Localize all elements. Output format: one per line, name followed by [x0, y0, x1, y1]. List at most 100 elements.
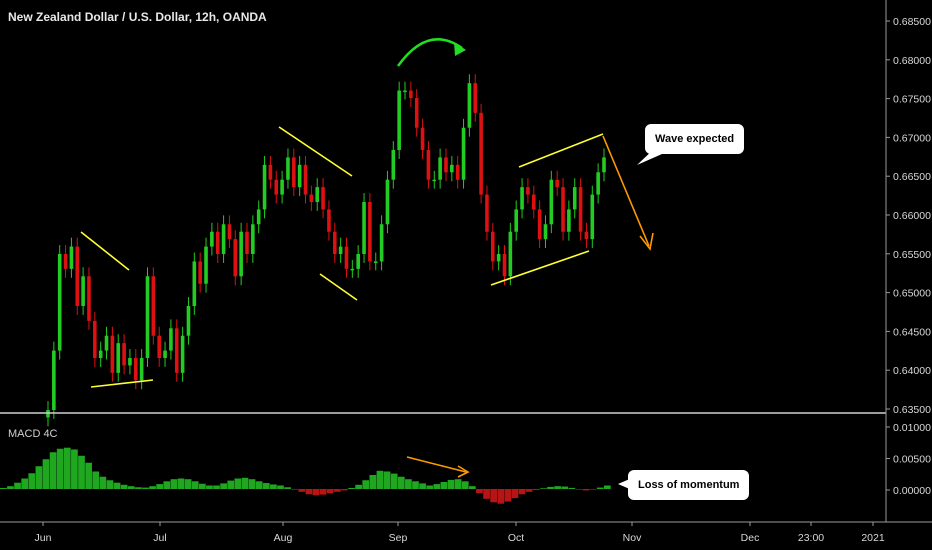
candle-body [450, 164, 454, 173]
candle-body [87, 276, 91, 321]
histogram-bar [291, 489, 299, 490]
candle-body [81, 276, 85, 306]
candle-body [385, 179, 390, 225]
histogram-bar [454, 479, 462, 489]
candle-body [473, 83, 478, 113]
pattern-line [278, 126, 353, 177]
candle-body [373, 261, 378, 263]
pattern-line [80, 231, 130, 271]
curved-arrow-head [454, 42, 466, 56]
candle-body [514, 209, 519, 232]
histogram-bar [426, 485, 434, 489]
histogram-bar [21, 478, 29, 489]
price-tick-label: 0.64000 [893, 365, 931, 377]
histogram-bar [142, 487, 149, 489]
candle-body [555, 179, 559, 188]
price-tick-label: 0.65000 [893, 288, 931, 300]
candle-body [567, 209, 571, 232]
candle-body [403, 90, 407, 93]
time-tick-label: Sep [389, 532, 408, 544]
candle-body [174, 328, 179, 373]
candle-body [303, 164, 308, 195]
histogram-bar [397, 476, 405, 489]
divergence-arrow [406, 456, 467, 473]
histogram-bar [99, 476, 107, 489]
candle-body [432, 179, 437, 182]
histogram-bar [461, 481, 469, 489]
candle-body [444, 157, 448, 173]
histogram-bar [561, 486, 569, 489]
candle-body [145, 276, 150, 358]
candle-body [561, 187, 565, 232]
candle-body [391, 150, 396, 180]
candle-body [221, 224, 226, 254]
histogram-bar [241, 477, 249, 489]
candle-body [245, 231, 249, 254]
price-tick-label: 0.67500 [893, 94, 931, 106]
histogram-bar [113, 482, 121, 489]
histogram-bar [7, 486, 14, 489]
histogram-bar [177, 478, 185, 489]
histogram-bar [532, 489, 540, 491]
histogram-bar [163, 481, 171, 489]
histogram-bar [341, 489, 348, 491]
candle-body [198, 261, 202, 284]
pattern-line [518, 133, 604, 168]
histogram-bar [248, 479, 256, 489]
candle-body [543, 224, 548, 240]
histogram-bar [135, 487, 142, 489]
candle-body [116, 343, 121, 373]
candle-body [215, 231, 220, 254]
candle-body [139, 358, 144, 381]
time-tick-label: 2021 [861, 532, 885, 544]
histogram-bar [220, 483, 227, 489]
candle-body [426, 150, 431, 180]
candle-body [502, 254, 507, 277]
candle-body [602, 157, 606, 173]
histogram-bar [589, 489, 597, 490]
histogram-bar [63, 447, 71, 489]
histogram-bar [447, 479, 455, 489]
candle-body [75, 246, 80, 306]
histogram-bar [28, 473, 36, 489]
price-tick-label: 0.63500 [893, 404, 931, 416]
histogram-bar [213, 485, 220, 489]
histogram-bar [277, 485, 284, 489]
candle-body [280, 179, 284, 195]
histogram-bar [149, 486, 156, 489]
candle-body [537, 209, 542, 240]
indicator-label: MACD 4C [8, 428, 58, 440]
candle-body [63, 254, 68, 269]
candle-body [485, 194, 489, 232]
candle-body [239, 231, 243, 277]
histogram-bar [582, 489, 590, 491]
time-tick-label: Aug [274, 532, 293, 544]
divergence-arrow-head [457, 465, 470, 478]
price-tick-label: 0.66500 [893, 171, 931, 183]
candle-body [596, 172, 600, 195]
histogram-bar [255, 481, 263, 489]
candle-body [531, 194, 536, 210]
histogram-bar [78, 455, 85, 489]
histogram-bar [362, 480, 370, 489]
candle-body [356, 254, 360, 269]
candle-body [315, 187, 320, 202]
candle-body [572, 187, 577, 210]
histogram-bar [14, 482, 21, 489]
histogram-bar [596, 487, 604, 489]
histogram-bar [525, 489, 533, 492]
candle-body [362, 202, 366, 254]
price-tick-label: 0.67000 [893, 132, 931, 144]
candle-body [350, 268, 355, 271]
histogram-bar [319, 489, 327, 495]
pattern-line [90, 379, 154, 388]
histogram-bar [56, 448, 64, 489]
candle-body [321, 187, 325, 210]
histogram-bar [490, 489, 498, 503]
candle-body [297, 164, 302, 188]
histogram-bar [270, 484, 277, 489]
candle-body [590, 194, 595, 240]
candle-body [286, 157, 290, 180]
candle-body [133, 358, 138, 381]
